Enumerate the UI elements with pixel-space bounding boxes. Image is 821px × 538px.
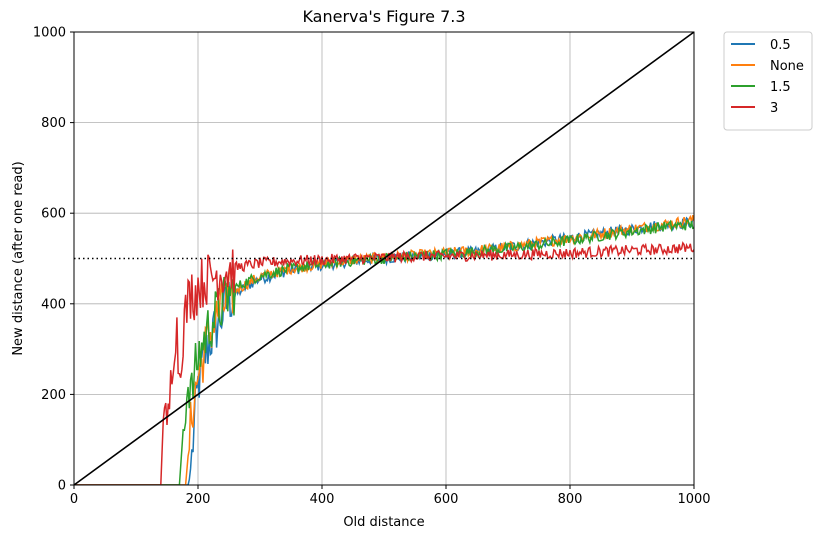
legend-label: None: [770, 59, 804, 74]
x-axis-ticks: 0 200 400 600 800 1000: [70, 485, 711, 507]
diagonal-reference-line: [73, 31, 695, 486]
legend-box: [723, 31, 813, 131]
legend-label: 3: [770, 101, 778, 116]
y-tick-label: 800: [41, 116, 66, 131]
x-axis-label: Old distance: [343, 515, 424, 530]
y-tick-label: 0: [58, 479, 66, 494]
y-axis-ticks: 0 200 400 600 800 1000: [33, 26, 74, 494]
series-line-3: [74, 241, 694, 485]
x-tick-label: 1000: [677, 492, 710, 507]
chart-title: Kanerva's Figure 7.3: [302, 7, 465, 26]
y-tick-label: 1000: [33, 26, 66, 41]
legend: 0.5 None 1.5 3: [723, 31, 813, 131]
y-tick-label: 400: [41, 297, 66, 312]
x-tick-label: 200: [186, 492, 211, 507]
series-lines: [74, 214, 694, 485]
legend-label: 0.5: [770, 38, 791, 53]
legend-label: 1.5: [770, 80, 791, 95]
reference-lines-top: [73, 31, 695, 486]
y-axis-label: New distance (after one read): [11, 161, 26, 355]
plot-frame: [73, 31, 695, 486]
x-tick-label: 600: [434, 492, 459, 507]
y-tick-label: 600: [41, 207, 66, 222]
x-tick-label: 400: [310, 492, 335, 507]
x-tick-label: 0: [70, 492, 78, 507]
y-tick-label: 200: [41, 388, 66, 403]
series-line-1.5: [74, 219, 694, 485]
x-tick-label: 800: [558, 492, 583, 507]
